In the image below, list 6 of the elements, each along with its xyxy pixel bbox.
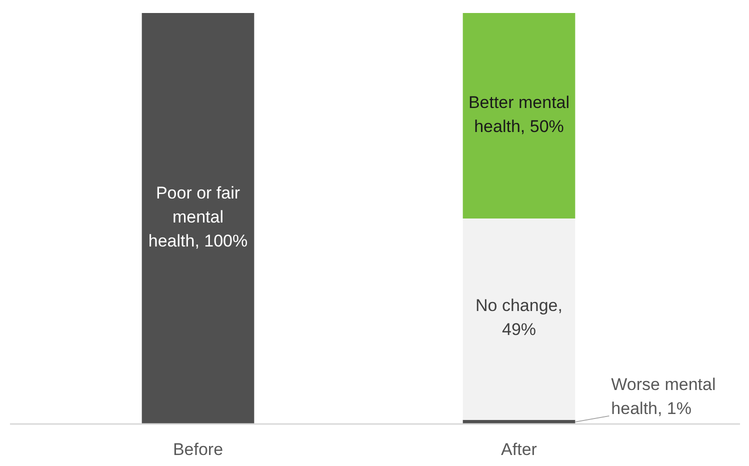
data-label: Worse mental health, 1%	[611, 374, 716, 418]
data-label: No change, 49%	[476, 296, 562, 340]
x-tick-label: Before	[172, 440, 224, 459]
data-label: Poor or fair mental health, 100%	[148, 184, 248, 251]
x-tick-label: After	[501, 440, 538, 459]
data-label: Better mental health, 50%	[468, 93, 570, 136]
